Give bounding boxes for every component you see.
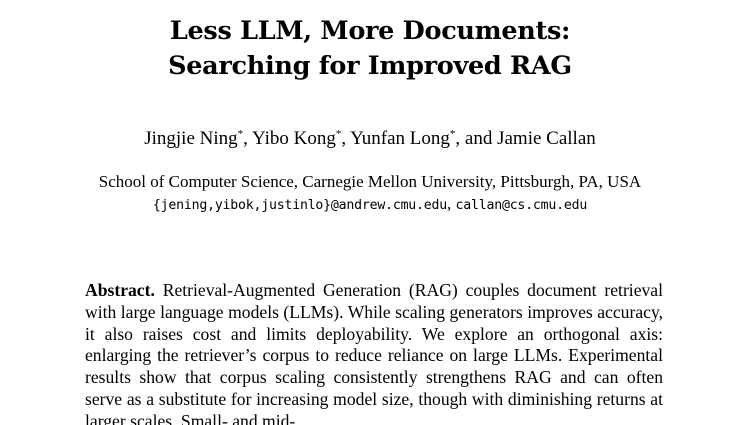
equal-contribution-mark: * [449,128,456,140]
author-separator: , [243,128,252,149]
abstract: Abstract. Retrieval-Augmented Generation… [85,280,663,425]
author-name: Yunfan Long [350,128,450,149]
equal-contribution-mark: * [237,128,244,140]
email-separator: , [447,194,456,213]
email-address[interactable]: callan@cs.cmu.edu [455,198,588,213]
paper-title-line-2: Searching for Improved RAG [168,51,572,81]
paper-title-line-1: Less LLM, More Documents: [169,16,571,46]
equal-contribution-mark: * [335,128,342,140]
author-separator: , and [455,128,498,149]
author-affiliation: School of Computer Science, Carnegie Mel… [98,172,642,191]
author-name: Yibo Kong [251,128,336,149]
author-name: Jamie Callan [497,128,596,149]
author-separator: , [341,128,351,149]
author-name: Jingjie Ning [144,128,238,149]
author-list: Jingjie Ning*, Yibo Kong*, Yunfan Long*,… [0,127,740,151]
abstract-label: Abstract. [85,280,155,300]
email-address-group[interactable]: {jening,yibok,justinlo}@andrew.cmu.edu [152,198,448,213]
abstract-text: Retrieval-Augmented Generation (RAG) cou… [85,280,663,425]
paper-title: Less LLM, More Documents: Searching for … [0,14,740,84]
author-emails: {jening,yibok,justinlo}@andrew.cmu.edu, … [0,194,740,216]
